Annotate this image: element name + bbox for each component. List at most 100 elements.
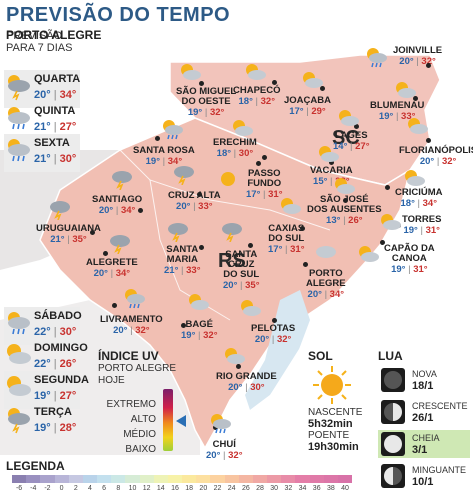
legend-swatch: [111, 475, 126, 483]
legend-tick-label: 24: [227, 485, 236, 492]
full-moon-icon: [381, 432, 405, 456]
cloud-sun-icon: [7, 344, 31, 364]
forecast-min: 19°: [34, 390, 51, 402]
forecast-min: 20°: [34, 89, 51, 101]
forecast-city: PORTO ALEGRE: [6, 28, 102, 42]
forecast-day-card: DOMINGO 22° | 26°: [4, 339, 88, 377]
legend-tick-label: 40: [341, 485, 349, 492]
map-svg: [0, 55, 473, 455]
city-joacaba: JOAÇABA 17° | 29°: [284, 95, 331, 117]
cloud-icon: [316, 246, 336, 258]
rain-sun-icon: [211, 414, 231, 434]
legend-tick-label: 12: [142, 485, 151, 492]
legend-tick-label: 16: [171, 485, 179, 492]
city-marker: [103, 251, 108, 256]
legend-swatch: [82, 475, 98, 483]
legend-tick-label: 0: [59, 485, 64, 492]
cloud-sun-icon: [189, 294, 209, 310]
legend-tick-label: 38: [326, 485, 335, 492]
legend-tick-label: 32: [284, 485, 293, 492]
ocean: [230, 170, 473, 455]
cloud-sun-icon: [281, 198, 301, 214]
legend-swatch: [125, 475, 140, 483]
forecast-min: 22°: [34, 326, 51, 338]
forecast-max: 27°: [59, 390, 77, 402]
legend-swatch: [252, 475, 268, 483]
forecast-day-card: TERÇA 19° | 28°: [4, 403, 80, 441]
legend-tick-label: 14: [156, 485, 165, 492]
forecast-header: PORTO ALEGRE PREVISÃO PARA 7 DIAS: [6, 29, 101, 54]
uv-level-medium: MÉDIO: [123, 429, 156, 440]
forecast-day-name: SEGUNDA: [34, 374, 90, 386]
forecast-min: 19°: [34, 422, 51, 434]
forecast-day-name: SEXTA: [34, 137, 70, 149]
cloud-sun-icon: [359, 246, 379, 262]
uv-subtitle-1: PORTO ALEGRE: [98, 363, 176, 374]
city-porto-alegre: PORTO ALEGRE 20° | 34°: [306, 268, 346, 300]
city-marker: [213, 425, 218, 430]
city-marker: [90, 230, 95, 235]
uv-levels: EXTREMO ALTO MÉDIO BAIXO: [98, 397, 156, 457]
moon-phase-full: CHEIA 3/1: [378, 430, 470, 458]
legend-tick-label: -6: [15, 485, 23, 492]
lagoon: [245, 290, 310, 410]
city-uruguaiana: URUGUAIANA 21° | 35°: [36, 223, 101, 245]
city-livramento: LIVRAMENTO 20° | 32°: [100, 314, 163, 336]
sun-panel: SOL NASCENTE 5h32min POENTE 19h30min: [308, 349, 370, 453]
storm-icon: [168, 223, 188, 242]
forecast-subtitle-1: PREVISÃO: [6, 30, 63, 42]
moon-phase-waning: MINGUANTE 10/1: [378, 462, 470, 490]
legend-swatch: [26, 475, 41, 483]
legend-tick-label: -4: [30, 485, 37, 492]
city-santa-maria: SANTA MARIA 21° | 33°: [164, 244, 201, 276]
legend-swatch: [224, 475, 239, 483]
legend-swatch: [267, 475, 282, 483]
city-santa-cruz-do-sul: SANTA CRUZ DO SUL 20° | 35°: [223, 249, 260, 291]
city-marker: [426, 138, 431, 143]
city-sao-miguel-do-oeste: SÃO MIGUEL DO OESTE 19° | 32°: [176, 86, 237, 118]
forecast-day-card: QUINTA 21° | 27°: [4, 102, 80, 140]
forecast-day-card: SÁBADO 22° | 30°: [4, 307, 82, 345]
forecast-max: 30°: [59, 326, 77, 338]
city-marker: [199, 245, 204, 250]
sun-icon: [313, 366, 351, 404]
cloud-sun-icon: [339, 110, 359, 126]
city-pelotas: PELOTAS 20° | 32°: [251, 323, 296, 345]
cloud-sun-icon: [181, 64, 201, 80]
cloud-sun-icon: [225, 348, 245, 364]
legend-tick-label: 18: [185, 485, 194, 492]
moon-panel: LUA NOVA 18/1 CRESCENTE 26/1 CHEIA 3/1 M…: [378, 349, 473, 488]
city-cruz-alta: CRUZ ALTA 20° | 33°: [168, 190, 221, 212]
state-label-rs: RS: [218, 250, 246, 272]
temperature-legend: LEGENDA -6 -4 -2 0 2 4 6 8 10 12 14 16 18 20 22 24 26 28 3…: [6, 459, 471, 492]
sunrise-label: NASCENTE: [308, 407, 363, 418]
city-marker: [413, 96, 418, 101]
legend-tick-label: 22: [213, 485, 222, 492]
city-marker: [236, 364, 241, 369]
cloud-sun-icon: [405, 170, 425, 186]
legend-tick-label: 36: [312, 485, 321, 492]
city-marker: [248, 243, 253, 248]
storm-sun-icon: [8, 408, 30, 434]
city-marker: [112, 303, 117, 308]
crescent-moon-icon: [381, 400, 405, 424]
legend-swatch: [238, 475, 253, 483]
sun-icon: [221, 172, 235, 186]
legend-tick-label: 30: [270, 485, 279, 492]
cloud-sun-icon: [246, 64, 266, 80]
city-marker: [300, 226, 305, 231]
sunrise-time: 5h32min: [308, 418, 353, 430]
forecast-min: 21°: [34, 153, 51, 165]
uv-level-extreme: EXTREMO: [106, 399, 156, 410]
legend-swatch: [167, 475, 183, 483]
legend-swatch: [54, 475, 69, 483]
city-joinville: JOINVILLE 20° | 32°: [393, 45, 443, 67]
uv-scale-bar: [163, 389, 173, 451]
city-marker: [138, 208, 143, 213]
storm-sun-icon: [8, 75, 30, 101]
forecast-min: 21°: [34, 121, 51, 133]
moon-phase-new: NOVA 18/1: [378, 366, 470, 394]
legend-swatch: [196, 475, 211, 483]
sunset-label: POENTE: [308, 430, 350, 441]
forecast-day-name: QUARTA: [34, 73, 81, 85]
